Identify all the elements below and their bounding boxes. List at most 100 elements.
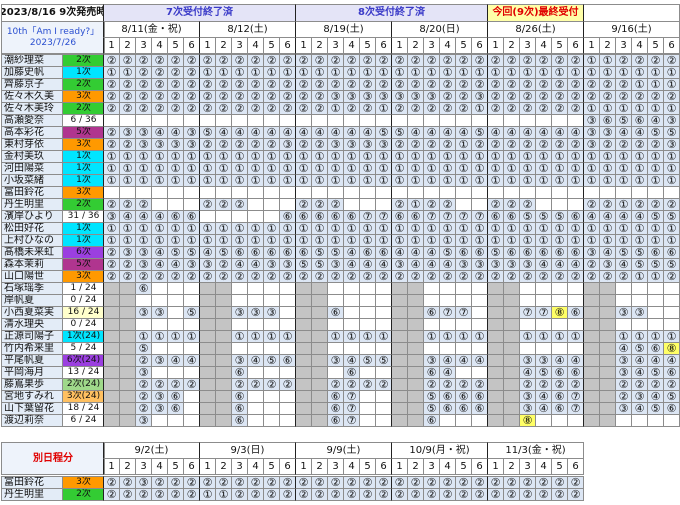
slot-cell — [599, 414, 616, 427]
slot-number: 3 — [615, 37, 632, 54]
slot-number: 5 — [359, 458, 376, 475]
slot-cell — [279, 414, 296, 427]
slot-cell: ② — [519, 488, 536, 501]
slot-number: 5 — [263, 458, 280, 475]
slot-cell: ① — [215, 488, 232, 501]
slot-number: 6 — [471, 37, 488, 54]
slot-number: 3 — [135, 458, 152, 475]
event-name: 10th「Am I ready?」 — [6, 26, 100, 37]
slot-number: 6 — [183, 458, 200, 475]
phase-banner: 今回(9次)最終受付 — [487, 4, 584, 22]
date-header: 8/12(土) — [199, 21, 296, 38]
slot-number: 1 — [103, 458, 120, 475]
slot-number: 1 — [199, 37, 216, 54]
slot-number: 6 — [279, 37, 296, 54]
slot-cell — [151, 414, 168, 427]
slot-cell: ② — [151, 488, 168, 501]
slot-cell — [311, 414, 328, 427]
slot-cell — [215, 414, 232, 427]
slot-number: 5 — [263, 37, 280, 54]
slot-cell: ② — [407, 488, 424, 501]
slot-cell — [615, 414, 632, 427]
slot-number: 2 — [119, 37, 136, 54]
slot-cell — [295, 414, 312, 427]
slot-cell: ③ — [135, 414, 152, 427]
slot-number: 6 — [279, 458, 296, 475]
slot-number: 6 — [567, 37, 584, 54]
slot-cell: ② — [279, 488, 296, 501]
date-header: 9/3(日) — [199, 442, 296, 459]
slot-cell — [551, 414, 568, 427]
slot-cell: ② — [423, 488, 440, 501]
slot-cell: ② — [551, 488, 568, 501]
slot-number: 3 — [423, 458, 440, 475]
slot-cell: ② — [471, 488, 488, 501]
slot-number: 2 — [311, 37, 328, 54]
slot-number: 3 — [231, 37, 248, 54]
member-count: 6 / 24 — [62, 414, 105, 427]
slot-number: 2 — [503, 458, 520, 475]
phase-banner — [583, 4, 680, 22]
slot-cell: ⑥ — [423, 414, 440, 427]
slot-cell — [391, 414, 408, 427]
slot-number: 6 — [663, 37, 680, 54]
date-header: 10/9(月・祝) — [391, 442, 488, 459]
sheet-title: 2023/8/16 9次発売時 — [1, 4, 105, 22]
slot-number: 4 — [247, 458, 264, 475]
slot-cell — [407, 414, 424, 427]
slot-cell: ② — [295, 488, 312, 501]
slot-cell — [167, 414, 184, 427]
slot-cell — [359, 414, 376, 427]
slot-number: 5 — [455, 37, 472, 54]
slot-number: 4 — [631, 37, 648, 54]
slot-cell: ② — [487, 488, 504, 501]
slot-number: 1 — [295, 458, 312, 475]
slot-cell: ② — [359, 488, 376, 501]
slot-cell: ② — [327, 488, 344, 501]
slot-cell: ② — [311, 488, 328, 501]
slot-cell: ② — [103, 488, 120, 501]
extra-title: 別日程分 — [1, 442, 105, 475]
slot-cell — [263, 414, 280, 427]
slot-cell: ① — [199, 488, 216, 501]
slot-number: 1 — [295, 37, 312, 54]
slot-cell — [199, 414, 216, 427]
slot-number: 1 — [199, 458, 216, 475]
slot-cell — [455, 414, 472, 427]
slot-cell: ② — [439, 488, 456, 501]
slot-number: 5 — [167, 37, 184, 54]
slot-cell: ⑧ — [519, 414, 536, 427]
slot-cell — [631, 414, 648, 427]
slot-number: 2 — [215, 37, 232, 54]
slot-cell: ② — [247, 488, 264, 501]
member-name: 丹生明里 — [1, 488, 63, 501]
slot-cell: ② — [183, 488, 200, 501]
slot-number: 1 — [487, 37, 504, 54]
slot-cell: ② — [391, 488, 408, 501]
slot-number: 4 — [439, 37, 456, 54]
slot-number: 6 — [375, 37, 392, 54]
slot-cell — [183, 414, 200, 427]
slot-number: 3 — [519, 37, 536, 54]
slot-cell: ② — [167, 488, 184, 501]
slot-number: 6 — [375, 458, 392, 475]
slot-cell: ⑥ — [327, 414, 344, 427]
slot-cell — [247, 414, 264, 427]
slot-cell — [535, 414, 552, 427]
date-header: 9/9(土) — [295, 442, 392, 459]
slot-cell — [119, 414, 136, 427]
slot-number: 2 — [215, 458, 232, 475]
slot-cell: ② — [375, 488, 392, 501]
slot-number: 4 — [343, 37, 360, 54]
slot-number: 5 — [359, 37, 376, 54]
slot-cell: ⑥ — [231, 414, 248, 427]
slot-cell: ② — [119, 488, 136, 501]
date-header: 8/20(日) — [391, 21, 488, 38]
slot-cell — [583, 414, 600, 427]
slot-cell — [567, 414, 584, 427]
slot-cell: ② — [567, 488, 584, 501]
release-date: 2023/7/26 — [29, 37, 77, 48]
slot-cell: ② — [455, 488, 472, 501]
slot-number: 4 — [151, 458, 168, 475]
